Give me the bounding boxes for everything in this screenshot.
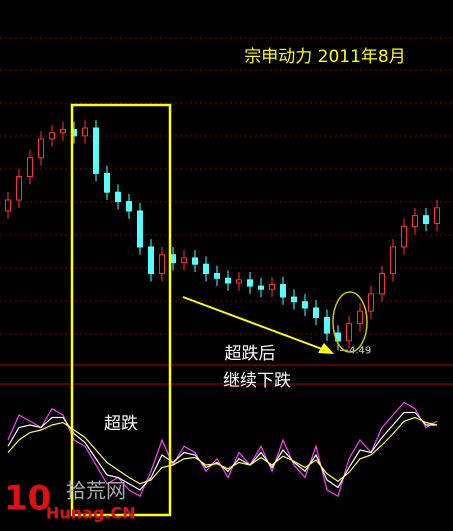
candle-body (82, 127, 88, 137)
candle-body (115, 191, 121, 203)
candle-body (192, 257, 198, 265)
candle-body (137, 210, 143, 248)
candle-body (357, 310, 363, 325)
candle-body (324, 316, 330, 334)
candle-body (159, 254, 165, 275)
candle-body (346, 323, 352, 342)
candle-body (5, 199, 11, 212)
watermark-site: Hunag.CN (46, 504, 136, 523)
candle-body (225, 277, 231, 284)
candle-body (60, 129, 66, 134)
watermark-number: 10 (4, 479, 51, 519)
candle-body (423, 215, 429, 224)
annotation: 继续下跌 (223, 371, 291, 391)
candle-body (291, 296, 297, 303)
candle-body (27, 157, 33, 178)
candle-body (93, 127, 99, 174)
candle-body (280, 284, 286, 298)
candle-body (434, 207, 440, 224)
highlight-box (70, 103, 172, 517)
candle-body (269, 284, 275, 290)
candle-body (49, 132, 55, 140)
candle-body (313, 307, 319, 318)
candle-body (16, 176, 22, 201)
candle-body (203, 263, 209, 275)
indicator-line (7, 416, 438, 485)
candle-body (236, 279, 242, 284)
candle-body (126, 201, 132, 212)
watermark-name: 拾荒网 (66, 479, 126, 503)
candle-body (368, 293, 374, 312)
candle-body (390, 246, 396, 275)
candle-body (214, 273, 220, 279)
candle-body (302, 301, 308, 309)
candle-body (379, 273, 385, 295)
low-label: 4.49 (349, 345, 371, 356)
indicator (7, 401, 438, 498)
candle-body (247, 279, 253, 287)
candles: 4.49 (5, 120, 440, 356)
candle-body (258, 285, 264, 290)
annotation: 超跌 (104, 414, 138, 434)
candle-body (181, 257, 187, 264)
candle-body (401, 226, 407, 248)
annotation: 超跌后 (225, 344, 276, 364)
arrow (182, 296, 323, 350)
candle-body (148, 246, 154, 275)
candle-body (38, 138, 44, 159)
highlight-ellipse (332, 291, 368, 353)
indicator-line (7, 401, 438, 498)
arrow-head (318, 343, 334, 354)
candle-body (412, 215, 418, 228)
chart-title: 宗申动力 2011年8月 (244, 47, 405, 67)
candle-body (104, 172, 110, 193)
